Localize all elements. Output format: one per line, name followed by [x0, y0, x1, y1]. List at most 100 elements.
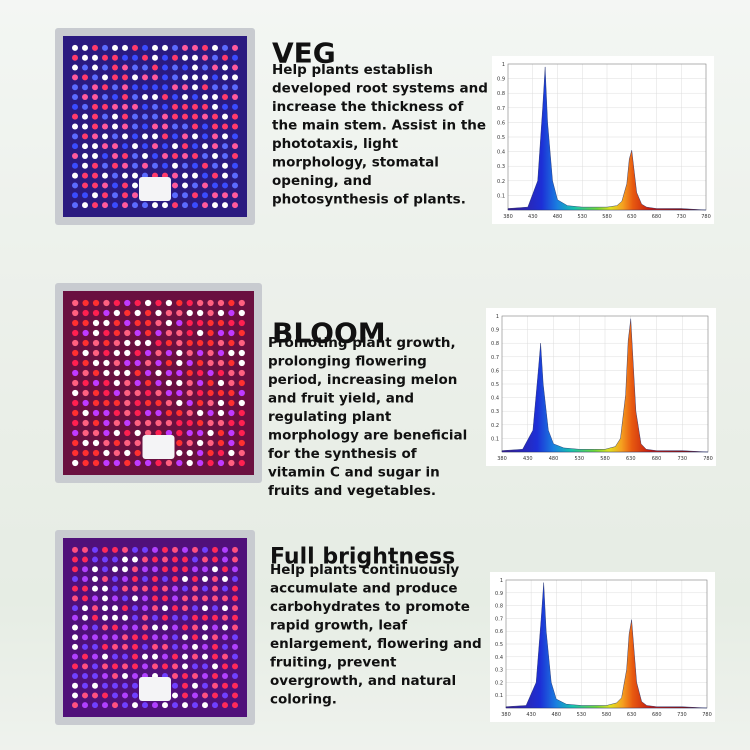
led [162, 634, 168, 641]
description-line: prolonging flowering [268, 354, 427, 370]
led [176, 459, 183, 467]
led [155, 389, 162, 397]
led [72, 133, 78, 140]
led [72, 449, 79, 457]
led [92, 64, 98, 71]
led [112, 605, 118, 612]
led [112, 585, 118, 592]
x-tick-label: 430 [528, 214, 538, 220]
led [172, 44, 178, 51]
led [113, 399, 120, 407]
led [102, 54, 108, 61]
led [72, 349, 79, 357]
led [92, 566, 98, 573]
led [152, 634, 158, 641]
led [122, 182, 128, 189]
led [72, 682, 78, 689]
spectrum-area [501, 318, 709, 453]
led [186, 459, 193, 467]
led [165, 309, 173, 317]
led [232, 84, 238, 91]
led [122, 556, 128, 563]
led [112, 64, 118, 71]
led [82, 673, 88, 680]
led [142, 556, 148, 563]
led [182, 663, 188, 670]
led [232, 682, 238, 689]
led [217, 439, 225, 447]
led [165, 419, 173, 427]
led [197, 409, 204, 417]
chart-bg [486, 308, 716, 466]
led [186, 349, 193, 357]
led [207, 309, 214, 317]
led [72, 605, 78, 612]
x-tick-label: 630 [627, 214, 637, 220]
description-line: overgrowth, and natural [270, 673, 456, 689]
y-tick-label: 0.8 [497, 91, 505, 97]
led [152, 133, 158, 140]
led [217, 409, 225, 417]
led [176, 439, 183, 447]
led [92, 359, 100, 367]
led [124, 389, 131, 397]
led [182, 702, 188, 709]
led [103, 409, 110, 417]
led [132, 84, 138, 91]
led [102, 202, 108, 209]
led [113, 449, 120, 457]
y-tick-label: 0.6 [491, 368, 499, 374]
led [222, 575, 228, 582]
led [82, 74, 88, 81]
led [212, 605, 218, 612]
led [92, 663, 98, 670]
led [162, 143, 168, 150]
led [72, 399, 79, 407]
led [197, 399, 204, 407]
led [134, 379, 141, 387]
led [192, 614, 198, 621]
led [152, 113, 158, 120]
led [92, 172, 98, 179]
led [102, 143, 108, 150]
led [192, 202, 198, 209]
led [142, 663, 148, 670]
led [202, 172, 208, 179]
led [112, 192, 118, 199]
led [72, 614, 78, 621]
led [238, 419, 245, 427]
led [186, 379, 193, 387]
led [142, 94, 148, 101]
led [92, 399, 100, 407]
led [132, 605, 138, 612]
y-tick-label: 0.8 [495, 604, 503, 610]
led [82, 692, 88, 699]
led [192, 605, 198, 612]
led [92, 94, 98, 101]
led [92, 182, 98, 189]
led [232, 44, 238, 51]
led [222, 546, 228, 553]
led [152, 64, 158, 71]
led [92, 84, 98, 91]
led [102, 605, 108, 612]
led [165, 299, 173, 307]
led [197, 419, 204, 427]
led [165, 389, 173, 397]
led [192, 143, 198, 150]
led [228, 329, 235, 337]
led [182, 202, 188, 209]
led [92, 556, 98, 563]
description-line: fruiting, prevent [270, 655, 397, 671]
led [82, 339, 89, 347]
led [162, 54, 168, 61]
led [152, 143, 158, 150]
led [217, 389, 225, 397]
led [222, 653, 228, 660]
led [142, 624, 148, 631]
led [144, 429, 152, 437]
led [232, 152, 238, 159]
led [176, 339, 183, 347]
led [82, 389, 89, 397]
led [102, 614, 108, 621]
